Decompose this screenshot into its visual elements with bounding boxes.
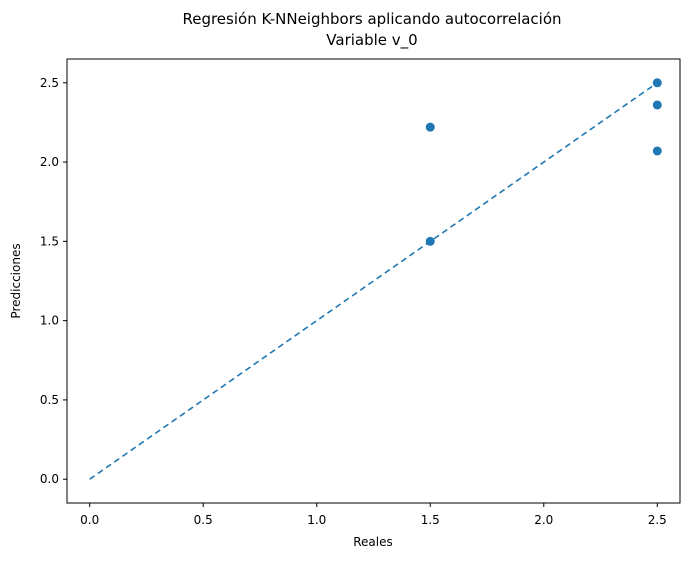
x-axis-label: Reales <box>353 535 393 549</box>
y-tick-label: 1.0 <box>40 314 59 328</box>
scatter-point <box>652 78 662 88</box>
chart-subtitle: Variable v_0 <box>326 31 417 50</box>
scatter-point <box>652 146 662 156</box>
x-axis-ticks: 0.0 0.5 1.0 1.5 2.0 2.5 <box>80 503 667 527</box>
plot-area-frame <box>66 58 681 504</box>
x-tick-label: 0.0 <box>80 513 99 527</box>
y-tick-label: 0.5 <box>40 393 59 407</box>
y-tick-label: 1.5 <box>40 234 59 248</box>
reference-line <box>89 82 658 480</box>
scatter-point <box>425 122 435 132</box>
x-tick-label: 1.5 <box>421 513 440 527</box>
scatter-point <box>652 100 662 110</box>
y-tick-label: 2.5 <box>40 76 59 90</box>
y-axis-label: Predicciones <box>9 243 23 318</box>
scatter-point <box>425 236 435 246</box>
x-tick-label: 2.0 <box>534 513 553 527</box>
reference-line-layer <box>89 82 658 480</box>
y-tick-label: 0.0 <box>40 472 59 486</box>
y-tick-label: 2.0 <box>40 155 59 169</box>
x-tick-label: 1.0 <box>307 513 326 527</box>
y-axis-ticks: 0.0 0.5 1.0 1.5 2.0 2.5 <box>40 76 67 486</box>
chart-title: Regresión K-NNeighbors aplicando autocor… <box>182 10 561 28</box>
x-tick-label: 2.5 <box>648 513 667 527</box>
scatter-points-layer <box>425 78 662 246</box>
x-tick-label: 0.5 <box>194 513 213 527</box>
title-group: Regresión K-NNeighbors aplicando autocor… <box>182 10 561 50</box>
